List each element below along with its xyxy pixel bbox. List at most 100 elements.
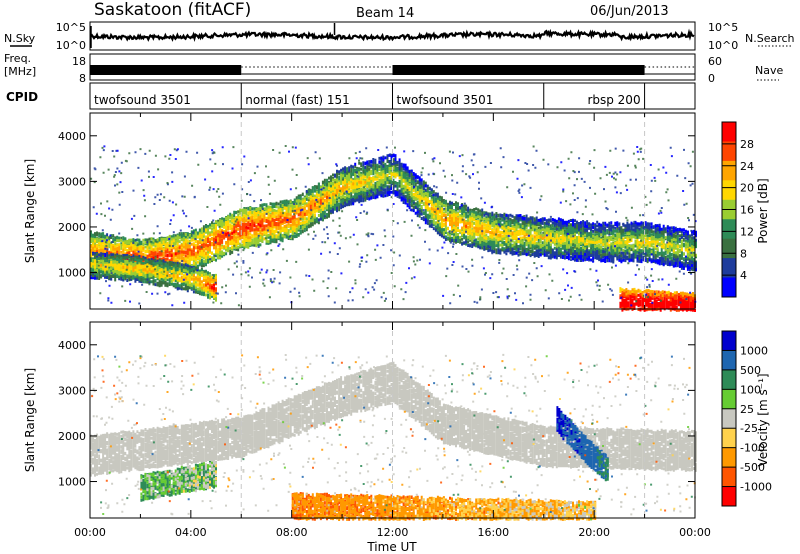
y-tick-label-3: 4000 bbox=[58, 339, 86, 352]
colorbar-swatch-6 bbox=[722, 238, 736, 259]
heatmap-cells-2-1 bbox=[291, 492, 597, 521]
noise-panel-frame bbox=[89, 21, 696, 51]
y-tick-label-1: 2000 bbox=[58, 221, 86, 234]
time-tick-label-3: 12:00 bbox=[377, 526, 409, 539]
colorbar-tick-label-6: -500 bbox=[740, 461, 765, 474]
colorbar-swatch-2 bbox=[722, 160, 736, 181]
colorbar-swatch-3 bbox=[722, 389, 736, 410]
nsearch-label: N.Search bbox=[745, 32, 795, 45]
colorbar-tick-label-2: 100 bbox=[740, 383, 761, 396]
time-tick-label-1: 04:00 bbox=[175, 526, 207, 539]
freq-tick-top: 18 bbox=[72, 55, 86, 68]
heatmap-cells-1-2 bbox=[596, 448, 609, 482]
time-tick-label-0: 00:00 bbox=[74, 526, 106, 539]
colorbar-swatch-7 bbox=[722, 258, 736, 279]
heatmap-cells-0-0 bbox=[90, 158, 697, 280]
heatmap-cells-3-2 bbox=[140, 461, 217, 499]
velocity-heatmap bbox=[90, 322, 697, 521]
time-axis-label: Time UT bbox=[366, 540, 417, 554]
freq-trace bbox=[90, 65, 695, 75]
velocity-colorbar: 1000 500 100 25 -25 -100 -500 -1000 bbox=[721, 330, 772, 507]
heatmap-cells-1-3 bbox=[90, 256, 215, 300]
cpid-segment-label-1: normal (fast) 151 bbox=[245, 93, 349, 107]
cpid-label: CPID bbox=[6, 90, 38, 104]
cpid-segments: twofsound 3501 normal (fast) 151 twofsound… bbox=[94, 83, 646, 109]
colorbar-swatch-0 bbox=[722, 122, 736, 142]
station-title: Saskatoon (fitACF) bbox=[94, 0, 251, 20]
heatmap-cells-2-2 bbox=[374, 497, 597, 521]
colorbar-tick-label-5: -100 bbox=[740, 442, 765, 455]
heatmap-feature-1 bbox=[90, 251, 217, 302]
heatmap-feature-2 bbox=[291, 492, 597, 521]
colorbar-swatch-1 bbox=[722, 141, 736, 162]
heatmap-cells-2-1 bbox=[619, 289, 696, 312]
velocity-panel: 1000 2000 3000 4000 Slant Range [km] bbox=[23, 321, 697, 521]
nave-tick-bottom: 0 bbox=[708, 72, 715, 85]
colorbar-tick-label-3: 16 bbox=[740, 204, 754, 217]
colorbar-swatch-8 bbox=[722, 277, 736, 298]
colorbar-tick-label-0: 28 bbox=[740, 138, 754, 151]
heatmap-cells-2-3 bbox=[623, 288, 696, 298]
power-colorbar: 28 24 20 16 12 8 4 bbox=[721, 121, 754, 298]
nsky-trace-line bbox=[90, 28, 695, 42]
freq-band-0 bbox=[90, 65, 242, 75]
heatmap-cells-1-8 bbox=[211, 283, 215, 290]
heatmap-cells-1-1 bbox=[90, 251, 195, 294]
heatmap-cells-3-3 bbox=[182, 464, 217, 493]
y-tick-label-0: 1000 bbox=[58, 476, 86, 489]
heatmap-cells-1-5 bbox=[90, 259, 217, 298]
colorbar-frame bbox=[721, 330, 737, 507]
heatmap-cells-1-6 bbox=[100, 263, 217, 295]
heatmap-cells-2-3 bbox=[491, 500, 597, 521]
cpid-segment-label-2: twofsound 3501 bbox=[397, 93, 494, 107]
heatmap-cells-2-4 bbox=[578, 503, 593, 521]
heatmap-feature-3 bbox=[140, 461, 217, 502]
freq-tick-bottom: 8 bbox=[79, 72, 86, 85]
noise-tick-top-left: 10^5 bbox=[56, 21, 86, 34]
freq-panel: Freq. [MHz] 18 8 60 0 Nave bbox=[4, 52, 783, 85]
nave-tick-top: 60 bbox=[708, 55, 722, 68]
y-tick-label-2: 3000 bbox=[58, 384, 86, 397]
colorbar-tick-label-2: 20 bbox=[740, 182, 754, 195]
power-panel: 1000 2000 3000 4000 Slant Range [km] bbox=[23, 112, 697, 312]
colorbar-swatch-8 bbox=[722, 486, 736, 507]
colorbar-tick-label-3: 25 bbox=[740, 403, 754, 416]
colorbar-swatch-5 bbox=[722, 428, 736, 449]
scatter-cells-2 bbox=[90, 145, 694, 307]
colorbar-tick-label-4: -25 bbox=[740, 422, 758, 435]
noise-tick-top-right: 10^5 bbox=[708, 21, 738, 34]
colorbar-tick-label-1: 24 bbox=[740, 160, 754, 173]
y-tick-label-2: 3000 bbox=[58, 175, 86, 188]
cpid-segment-label-0: twofsound 3501 bbox=[94, 93, 191, 107]
freq-label-line2: [MHz] bbox=[4, 65, 36, 78]
heatmap-cells-0-5 bbox=[92, 153, 697, 274]
cpid-segment-label-3: rbsp 200 bbox=[587, 93, 640, 107]
y-tick-label-0: 1000 bbox=[58, 267, 86, 280]
power-colorbar-label: Power [dB] bbox=[756, 178, 770, 243]
noise-panel: 10^5 10^0 10^5 10^0 N.Sky N.Search bbox=[4, 21, 795, 52]
y-tick-label-1: 2000 bbox=[58, 430, 86, 443]
heatmap-feature-0 bbox=[90, 361, 697, 477]
colorbar-swatch-2 bbox=[722, 369, 736, 390]
freq-label-line1: Freq. bbox=[4, 52, 31, 65]
time-tick-label-5: 20:00 bbox=[578, 526, 610, 539]
time-tick-label-4: 16:00 bbox=[477, 526, 509, 539]
beam-title: Beam 14 bbox=[356, 6, 414, 21]
colorbar-swatch-7 bbox=[722, 467, 736, 488]
nave-label: Nave bbox=[755, 64, 783, 77]
date-title: 06/Jun/2013 bbox=[590, 4, 669, 19]
nsky-label: N.Sky bbox=[4, 32, 36, 45]
noise-tick-bottom-left: 10^0 bbox=[56, 39, 86, 52]
colorbar-swatch-6 bbox=[722, 447, 736, 468]
power-ylabel: Slant Range [km] bbox=[23, 159, 37, 263]
colorbar-tick-label-1: 500 bbox=[740, 364, 761, 377]
power-heatmap bbox=[90, 113, 697, 312]
colorbar-tick-label-5: 8 bbox=[740, 247, 747, 260]
time-tick-label-6: 00:00 bbox=[679, 526, 711, 539]
scattered-echoes bbox=[90, 145, 697, 307]
velocity-ylabel: Slant Range [km] bbox=[23, 368, 37, 472]
colorbar-tick-label-4: 12 bbox=[740, 225, 754, 238]
cpid-panel: CPID twofsound 3501 normal (fast) 151 twof… bbox=[6, 82, 696, 110]
noise-trace bbox=[90, 23, 695, 48]
